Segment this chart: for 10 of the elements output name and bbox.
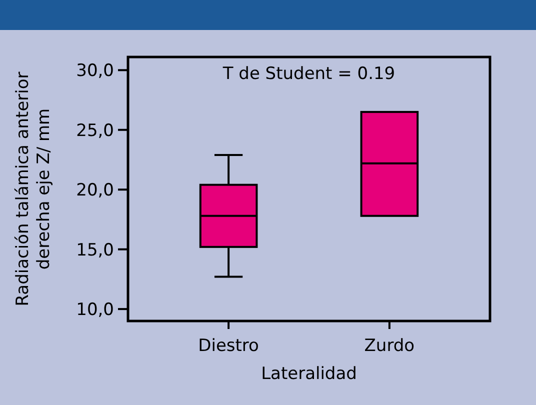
y-tick-label: 20,0 <box>76 180 114 201</box>
y-tick-label: 10,0 <box>76 300 114 320</box>
x-axis-title: Lateralidad <box>261 364 357 384</box>
y-axis-title: Radiación talámica anterior derecha eje Z/ mm <box>13 72 54 306</box>
x-tick-label: Zurdo <box>364 336 415 356</box>
annotation: T de Student = 0.19 <box>222 64 396 84</box>
y-tick-label: 25,0 <box>76 120 114 141</box>
y-tick-label: 30,0 <box>76 61 114 82</box>
y-tick-label: 15,0 <box>76 240 114 260</box>
x-tick-label: Diestro <box>198 336 259 356</box>
